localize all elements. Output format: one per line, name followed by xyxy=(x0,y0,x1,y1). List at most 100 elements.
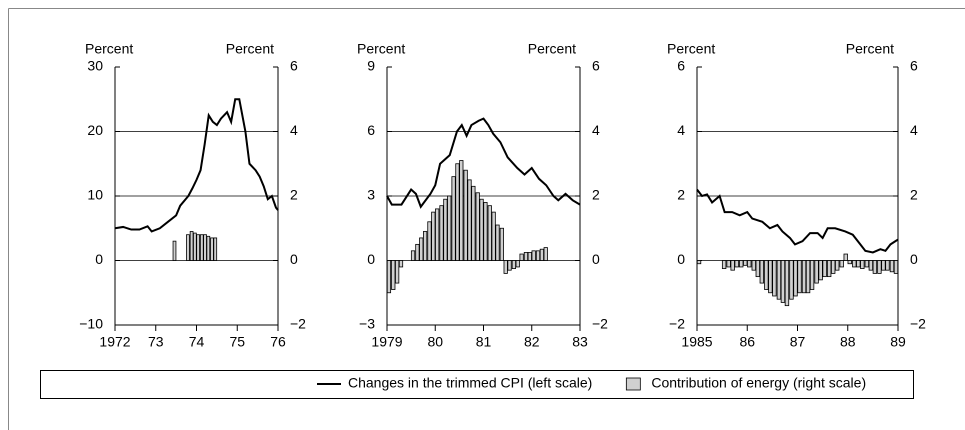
x-tick-label: 76 xyxy=(270,334,286,350)
y2-axis-label: Percent xyxy=(846,41,894,57)
bar xyxy=(839,260,844,268)
bar xyxy=(889,260,895,273)
bar xyxy=(872,260,878,274)
bar xyxy=(826,260,832,278)
bar xyxy=(801,260,807,294)
y-axis-label: Percent xyxy=(85,41,133,57)
bar xyxy=(386,260,392,294)
bar xyxy=(495,224,500,261)
bar xyxy=(726,260,731,268)
y2-tick-label: −2 xyxy=(910,316,926,332)
bar xyxy=(539,248,544,261)
bar xyxy=(196,234,200,261)
y2-tick-label: 0 xyxy=(592,251,600,267)
bar xyxy=(431,211,436,261)
y-tick-label: 4 xyxy=(677,122,685,138)
line xyxy=(114,98,279,233)
bar xyxy=(764,260,769,290)
bar xyxy=(398,260,404,268)
bar xyxy=(856,260,861,268)
bar xyxy=(751,260,756,271)
y-tick-label: 30 xyxy=(87,58,103,74)
y-tick-label: −2 xyxy=(669,316,685,332)
bar xyxy=(818,260,823,281)
bar xyxy=(805,260,811,294)
y-tick-label: 10 xyxy=(87,187,103,203)
y-tick-label: 0 xyxy=(95,251,103,267)
y2-tick-label: 0 xyxy=(910,251,918,267)
bar xyxy=(776,260,782,300)
bar xyxy=(730,260,735,271)
bar xyxy=(543,247,548,261)
bar xyxy=(885,260,890,271)
y-axis-label: Percent xyxy=(667,41,715,57)
legend-bar xyxy=(625,377,641,391)
bar xyxy=(860,260,865,269)
bar xyxy=(455,163,460,261)
x-tick-label: 83 xyxy=(572,334,588,350)
x-tick-label: 1985 xyxy=(681,334,712,350)
y-tick-label: 0 xyxy=(677,251,685,267)
bar xyxy=(797,260,802,294)
y2-tick-label: 2 xyxy=(592,187,600,203)
x-tick-label: 80 xyxy=(427,334,443,350)
bar xyxy=(780,260,786,303)
line xyxy=(696,188,899,254)
bar xyxy=(881,260,886,271)
x-tick-label: 88 xyxy=(840,334,856,350)
bar xyxy=(830,260,836,274)
y-tick-label: 20 xyxy=(87,122,103,138)
bar xyxy=(793,260,798,297)
y2-tick-label: −2 xyxy=(592,316,608,332)
bar xyxy=(809,260,815,290)
bar xyxy=(772,260,777,297)
y-axis-label: Percent xyxy=(357,41,405,57)
x-tick-label: 73 xyxy=(148,334,164,350)
bar xyxy=(847,260,852,265)
bar xyxy=(435,208,440,261)
bar xyxy=(443,198,448,261)
bar xyxy=(467,179,472,261)
bar xyxy=(515,260,520,268)
bar xyxy=(527,252,532,261)
bar xyxy=(511,260,517,269)
legend-label: Contribution of energy (right scale) xyxy=(651,375,866,391)
x-tick-label: 82 xyxy=(524,334,540,350)
bar xyxy=(519,253,524,261)
y-tick-label: 6 xyxy=(677,58,685,74)
y2-tick-label: 6 xyxy=(290,58,298,74)
bar xyxy=(739,260,744,268)
y2-tick-label: 2 xyxy=(910,187,918,203)
x-tick-label: 87 xyxy=(790,334,806,350)
y-tick-label: 0 xyxy=(367,251,375,267)
bar xyxy=(189,231,194,261)
x-tick-label: 1972 xyxy=(99,334,130,350)
bar xyxy=(463,169,468,261)
bar xyxy=(210,237,214,261)
y-tick-label: 9 xyxy=(367,58,375,74)
bar xyxy=(743,260,748,266)
bar xyxy=(395,260,400,284)
x-tick-label: 86 xyxy=(739,334,755,350)
bar xyxy=(503,260,508,274)
bar xyxy=(507,260,512,271)
bar xyxy=(784,260,790,307)
bar xyxy=(203,234,207,261)
bar xyxy=(768,260,773,294)
bar xyxy=(459,160,464,261)
bar xyxy=(696,260,702,265)
legend-box xyxy=(40,370,914,399)
bar xyxy=(391,260,396,290)
bar xyxy=(172,240,177,261)
bar xyxy=(789,260,794,300)
y2-axis-label: Percent xyxy=(528,41,576,57)
bar xyxy=(531,250,536,261)
bar xyxy=(410,250,416,261)
bar xyxy=(193,232,197,261)
bar xyxy=(415,243,420,261)
bar xyxy=(721,260,727,269)
bar xyxy=(447,195,452,261)
bar xyxy=(206,235,211,261)
bar xyxy=(523,252,529,261)
